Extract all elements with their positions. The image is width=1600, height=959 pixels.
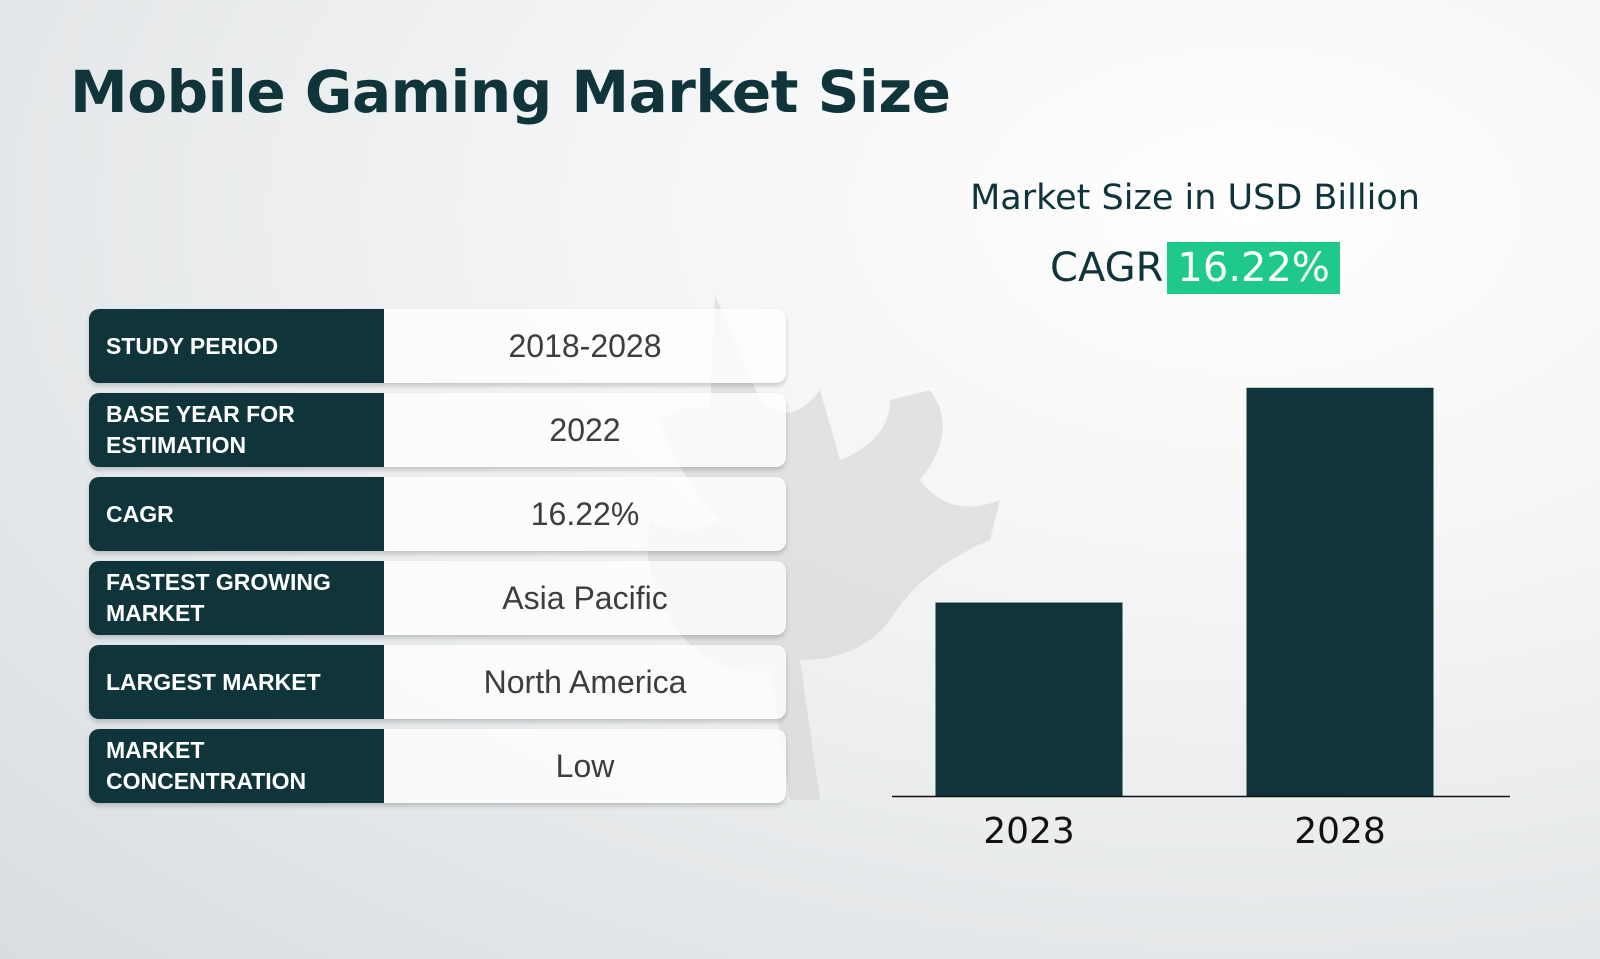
- row-value: 2018-2028: [384, 309, 786, 383]
- row-label: LARGEST MARKET: [89, 645, 384, 719]
- table-row: STUDY PERIOD 2018-2028: [89, 309, 786, 383]
- row-value: 16.22%: [384, 477, 786, 551]
- table-row: BASE YEAR FOR ESTIMATION 2022: [89, 393, 786, 467]
- cagr-indicator: CAGR 16.22%: [880, 242, 1510, 294]
- cagr-label: CAGR: [1050, 245, 1164, 291]
- x-tick-label: 2023: [983, 811, 1075, 852]
- row-label: CAGR: [89, 477, 384, 551]
- row-label: FASTEST GROWING MARKET: [89, 561, 384, 635]
- row-label: STUDY PERIOD: [89, 309, 384, 383]
- row-label: BASE YEAR FOR ESTIMATION: [89, 393, 384, 467]
- row-value: Asia Pacific: [384, 561, 786, 635]
- row-value: North America: [384, 645, 786, 719]
- chart-title: Market Size in USD Billion: [970, 178, 1420, 218]
- bar-chart: 2023 2028: [892, 387, 1510, 852]
- x-tick-label: 2028: [1294, 811, 1386, 852]
- cagr-badge: 16.22%: [1167, 242, 1340, 294]
- bar-2023: [935, 602, 1123, 796]
- bar-2028: [1246, 387, 1434, 796]
- table-row: CAGR 16.22%: [89, 477, 786, 551]
- row-label: MARKET CONCENTRATION: [89, 729, 384, 803]
- page-title: Mobile Gaming Market Size: [70, 58, 951, 126]
- table-row: MARKET CONCENTRATION Low: [89, 729, 786, 803]
- table-row: LARGEST MARKET North America: [89, 645, 786, 719]
- table-row: FASTEST GROWING MARKET Asia Pacific: [89, 561, 786, 635]
- row-value: 2022: [384, 393, 786, 467]
- row-value: Low: [384, 729, 786, 803]
